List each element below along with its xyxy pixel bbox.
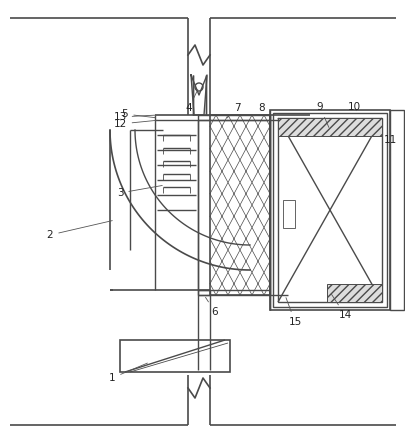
Bar [277,118,381,302]
Bar [269,110,389,310]
Text: 5: 5 [122,109,155,119]
Text: 15: 15 [285,298,301,327]
Text: 2: 2 [47,221,112,240]
Text: 11: 11 [382,135,396,172]
Bar [277,118,381,136]
Text: 12: 12 [113,119,157,129]
Text: 7: 7 [226,103,240,118]
Text: 10: 10 [347,102,360,112]
Text: 6: 6 [205,297,218,317]
Text: 4: 4 [185,89,197,113]
Bar [272,113,386,307]
Bar [326,284,381,302]
Text: 8: 8 [252,103,264,116]
Text: 3: 3 [116,186,162,198]
Text: 1: 1 [109,363,147,383]
Text: 14: 14 [331,294,351,320]
Text: 9: 9 [316,102,328,128]
Bar [282,200,294,228]
Bar [389,110,403,310]
Bar [120,340,230,372]
Text: 13: 13 [113,112,155,122]
Bar [209,115,269,295]
